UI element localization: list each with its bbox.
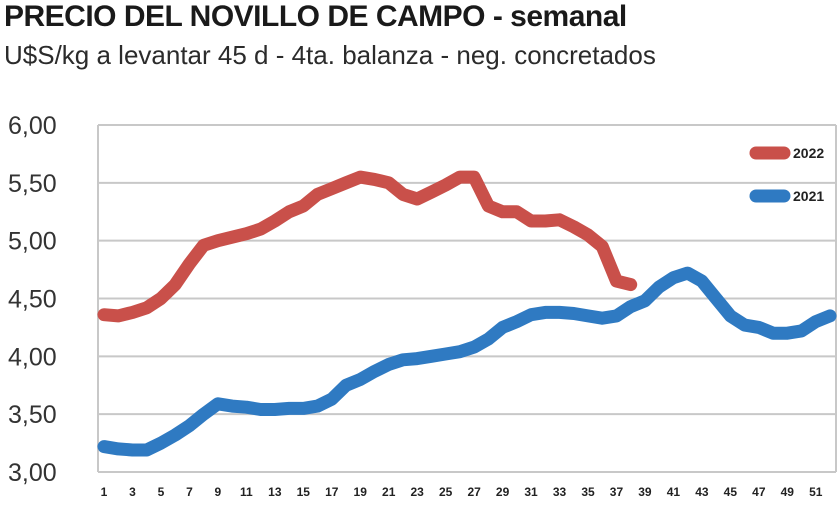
x-tick-label: 37	[610, 485, 624, 499]
x-tick-label: 45	[724, 485, 738, 499]
x-tick-label: 15	[297, 485, 311, 499]
series-lines	[97, 170, 837, 457]
y-tick-label: 5,00	[8, 228, 57, 256]
x-tick-label: 51	[809, 485, 823, 499]
x-tick-label: 49	[781, 485, 795, 499]
series-line-2021	[97, 266, 837, 457]
x-tick-label: 23	[410, 485, 424, 499]
x-axis-ticks: 1 3 5 7 9 11 13 15 17 19 21 23 25 27 29 31 33 35 37 39 41 43 4…	[101, 485, 823, 499]
x-tick-label: 39	[638, 485, 652, 499]
x-tick-label: 33	[553, 485, 567, 499]
x-tick-label: 41	[667, 485, 681, 499]
series-line-2022	[97, 170, 638, 323]
x-tick-label: 31	[524, 485, 538, 499]
x-tick-label: 9	[215, 485, 222, 499]
y-axis-ticks: 3,00 3,50 4,00 4,50 5,00 5,50 6,00	[8, 112, 57, 487]
legend: 2022 2021	[749, 145, 824, 204]
x-tick-label: 7	[186, 485, 193, 499]
x-tick-label: 47	[752, 485, 766, 499]
x-tick-label: 21	[382, 485, 396, 499]
x-tick-label: 29	[496, 485, 510, 499]
y-tick-label: 3,00	[8, 459, 57, 487]
x-tick-label: 35	[581, 485, 595, 499]
x-tick-label: 13	[268, 485, 282, 499]
x-tick-label: 5	[158, 485, 165, 499]
x-tick-label: 43	[695, 485, 709, 499]
y-tick-label: 5,50	[8, 170, 57, 198]
y-tick-label: 3,50	[8, 401, 57, 429]
legend-label-2022: 2022	[793, 145, 824, 161]
x-tick-label: 19	[354, 485, 368, 499]
x-tick-label: 27	[467, 485, 481, 499]
legend-label-2021: 2021	[793, 188, 824, 204]
y-tick-label: 4,50	[8, 286, 57, 314]
y-tick-label: 4,00	[8, 343, 57, 371]
chart-title: PRECIO DEL NOVILLO DE CAMPO - semanal	[4, 0, 627, 33]
x-tick-label: 25	[439, 485, 453, 499]
y-tick-label: 6,00	[8, 112, 57, 140]
chart-subtitle: U$S/kg a levantar 45 d - 4ta. balanza - …	[4, 40, 656, 70]
x-tick-label: 17	[325, 485, 339, 499]
x-tick-label: 1	[101, 485, 108, 499]
x-tick-label: 3	[129, 485, 136, 499]
x-tick-label: 11	[240, 485, 253, 499]
